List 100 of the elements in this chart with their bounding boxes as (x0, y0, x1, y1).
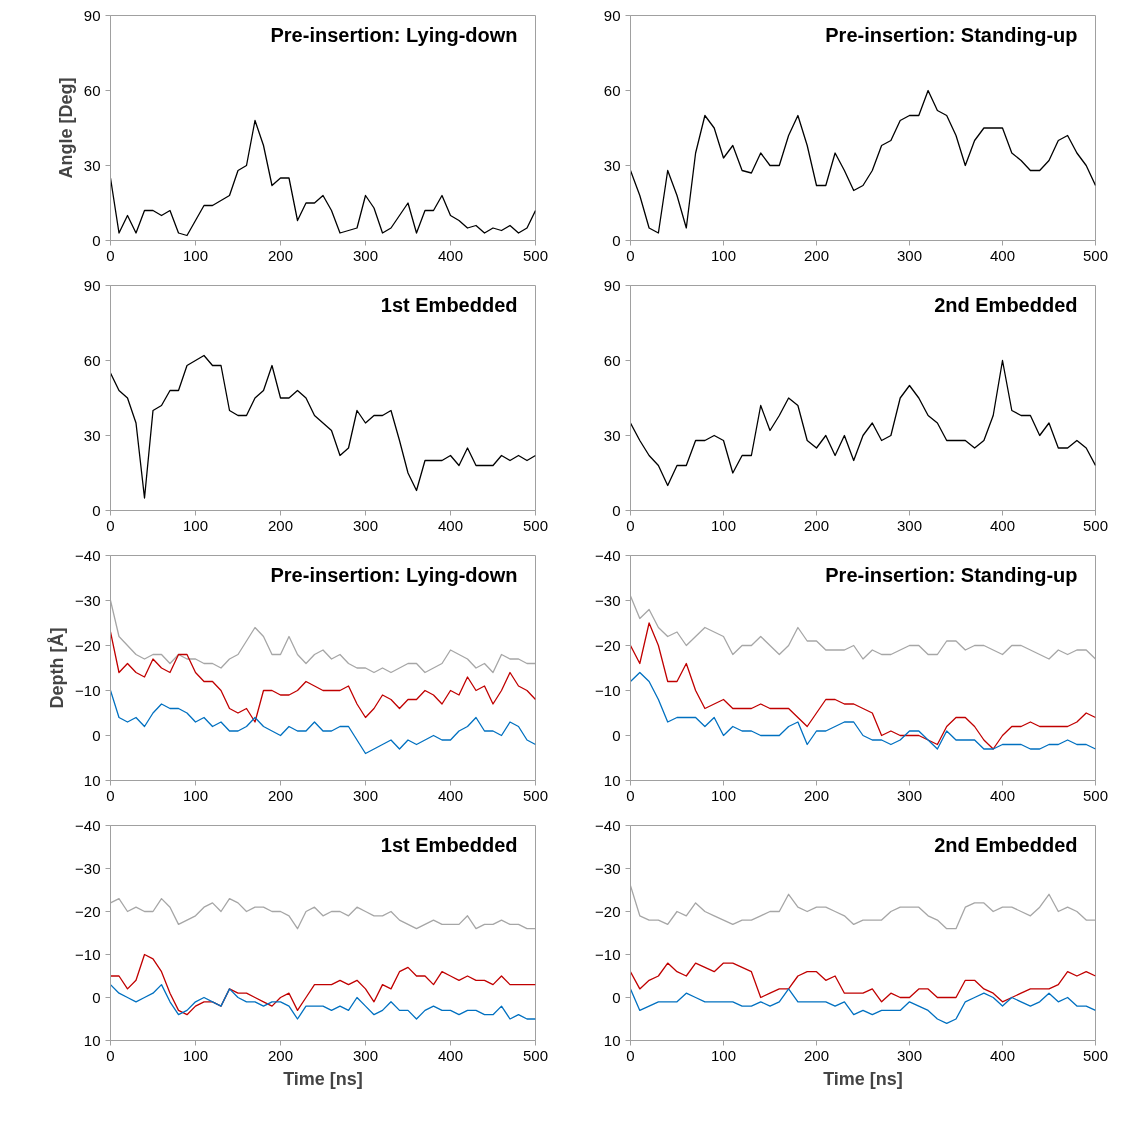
y-axis-title: Angle [Deg] (55, 77, 76, 179)
x-tick-label: 300 (896, 1046, 923, 1064)
y-tick-label: −20 (75, 902, 101, 920)
y-tick-label: 90 (83, 6, 101, 24)
y-tick-label: −10 (595, 681, 621, 699)
y-tick-label: 0 (612, 988, 621, 1006)
x-axis-title: Time [ns] (283, 1068, 363, 1089)
x-tick-label: 400 (989, 1046, 1016, 1064)
x-tick-label: 400 (437, 786, 464, 804)
y-tick-label: −40 (75, 816, 101, 834)
y-tick-label: 60 (83, 81, 101, 99)
x-tick-label: 300 (896, 516, 923, 534)
y-tick-label: 10 (603, 1031, 621, 1049)
x-tick-label: 100 (182, 786, 209, 804)
x-tick-label: 300 (352, 1046, 379, 1064)
x-tick-label: 300 (352, 516, 379, 534)
y-axis-title: Depth [Å] (47, 627, 68, 709)
x-tick-label: 100 (710, 516, 737, 534)
y-tick-label: 10 (603, 771, 621, 789)
chart-title: Pre-insertion: Lying-down (270, 563, 518, 586)
x-tick-label: 200 (267, 246, 294, 264)
y-tick-label: 0 (92, 988, 101, 1006)
y-tick-label: 60 (83, 351, 101, 369)
x-tick-label: 0 (626, 786, 635, 804)
y-tick-label: −30 (75, 591, 101, 609)
x-tick-label: 500 (522, 246, 549, 264)
y-tick-label: −30 (595, 859, 621, 877)
x-tick-label: 400 (437, 246, 464, 264)
x-tick-label: 0 (626, 246, 635, 264)
x-tick-label: 0 (106, 1046, 115, 1064)
x-tick-label: 0 (106, 786, 115, 804)
x-tick-label: 0 (106, 246, 115, 264)
x-tick-label: 400 (989, 516, 1016, 534)
chart-title: Pre-insertion: Standing-up (825, 563, 1078, 586)
y-tick-label: −40 (595, 816, 621, 834)
y-tick-label: 60 (603, 81, 621, 99)
chart-title: Pre-insertion: Lying-down (270, 23, 518, 46)
chart-title: Pre-insertion: Standing-up (825, 23, 1078, 46)
y-tick-label: 30 (603, 426, 621, 444)
x-tick-label: 100 (182, 1046, 209, 1064)
x-tick-label: 0 (626, 1046, 635, 1064)
y-tick-label: 0 (612, 501, 621, 519)
y-tick-label: 0 (612, 726, 621, 744)
x-tick-label: 300 (352, 246, 379, 264)
y-tick-label: −20 (595, 636, 621, 654)
y-tick-label: 90 (83, 276, 101, 294)
y-tick-label: 60 (603, 351, 621, 369)
y-tick-label: 30 (83, 156, 101, 174)
x-tick-label: 500 (1082, 246, 1109, 264)
x-tick-label: 200 (803, 1046, 830, 1064)
y-tick-label: −10 (75, 681, 101, 699)
y-tick-label: 90 (603, 276, 621, 294)
x-tick-label: 400 (989, 246, 1016, 264)
x-tick-label: 400 (437, 516, 464, 534)
x-tick-label: 100 (710, 786, 737, 804)
x-tick-label: 500 (522, 516, 549, 534)
y-tick-label: 10 (83, 771, 101, 789)
y-tick-label: 30 (83, 426, 101, 444)
x-tick-label: 400 (989, 786, 1016, 804)
y-tick-label: −40 (595, 546, 621, 564)
y-tick-label: −20 (595, 902, 621, 920)
x-tick-label: 0 (106, 516, 115, 534)
y-tick-label: −20 (75, 636, 101, 654)
x-tick-label: 100 (182, 516, 209, 534)
y-tick-label: −40 (75, 546, 101, 564)
x-tick-label: 200 (267, 1046, 294, 1064)
y-tick-label: −10 (595, 945, 621, 963)
y-tick-label: 0 (92, 501, 101, 519)
x-tick-label: 200 (803, 516, 830, 534)
y-tick-label: −10 (75, 945, 101, 963)
x-tick-label: 300 (896, 246, 923, 264)
x-tick-label: 200 (803, 246, 830, 264)
chart-title: 2nd Embedded (934, 293, 1078, 316)
chart-title: 1st Embedded (380, 293, 518, 316)
x-tick-label: 500 (1082, 786, 1109, 804)
y-tick-label: −30 (75, 859, 101, 877)
x-tick-label: 500 (522, 1046, 549, 1064)
x-tick-label: 200 (267, 786, 294, 804)
x-tick-label: 200 (267, 516, 294, 534)
y-tick-label: 0 (92, 231, 101, 249)
x-tick-label: 200 (803, 786, 830, 804)
x-axis-title: Time [ns] (823, 1068, 903, 1089)
y-tick-label: −30 (595, 591, 621, 609)
x-tick-label: 300 (896, 786, 923, 804)
x-tick-label: 400 (437, 1046, 464, 1064)
chart-title: 2nd Embedded (934, 833, 1078, 856)
x-tick-label: 100 (710, 246, 737, 264)
y-tick-label: 10 (83, 1031, 101, 1049)
x-tick-label: 500 (1082, 516, 1109, 534)
x-tick-label: 500 (522, 786, 549, 804)
y-tick-label: 0 (92, 726, 101, 744)
y-tick-label: 30 (603, 156, 621, 174)
y-tick-label: 90 (603, 6, 621, 24)
chart-title: 1st Embedded (380, 833, 518, 856)
x-tick-label: 0 (626, 516, 635, 534)
x-tick-label: 100 (182, 246, 209, 264)
x-tick-label: 100 (710, 1046, 737, 1064)
x-tick-label: 300 (352, 786, 379, 804)
y-tick-label: 0 (612, 231, 621, 249)
x-tick-label: 500 (1082, 1046, 1109, 1064)
